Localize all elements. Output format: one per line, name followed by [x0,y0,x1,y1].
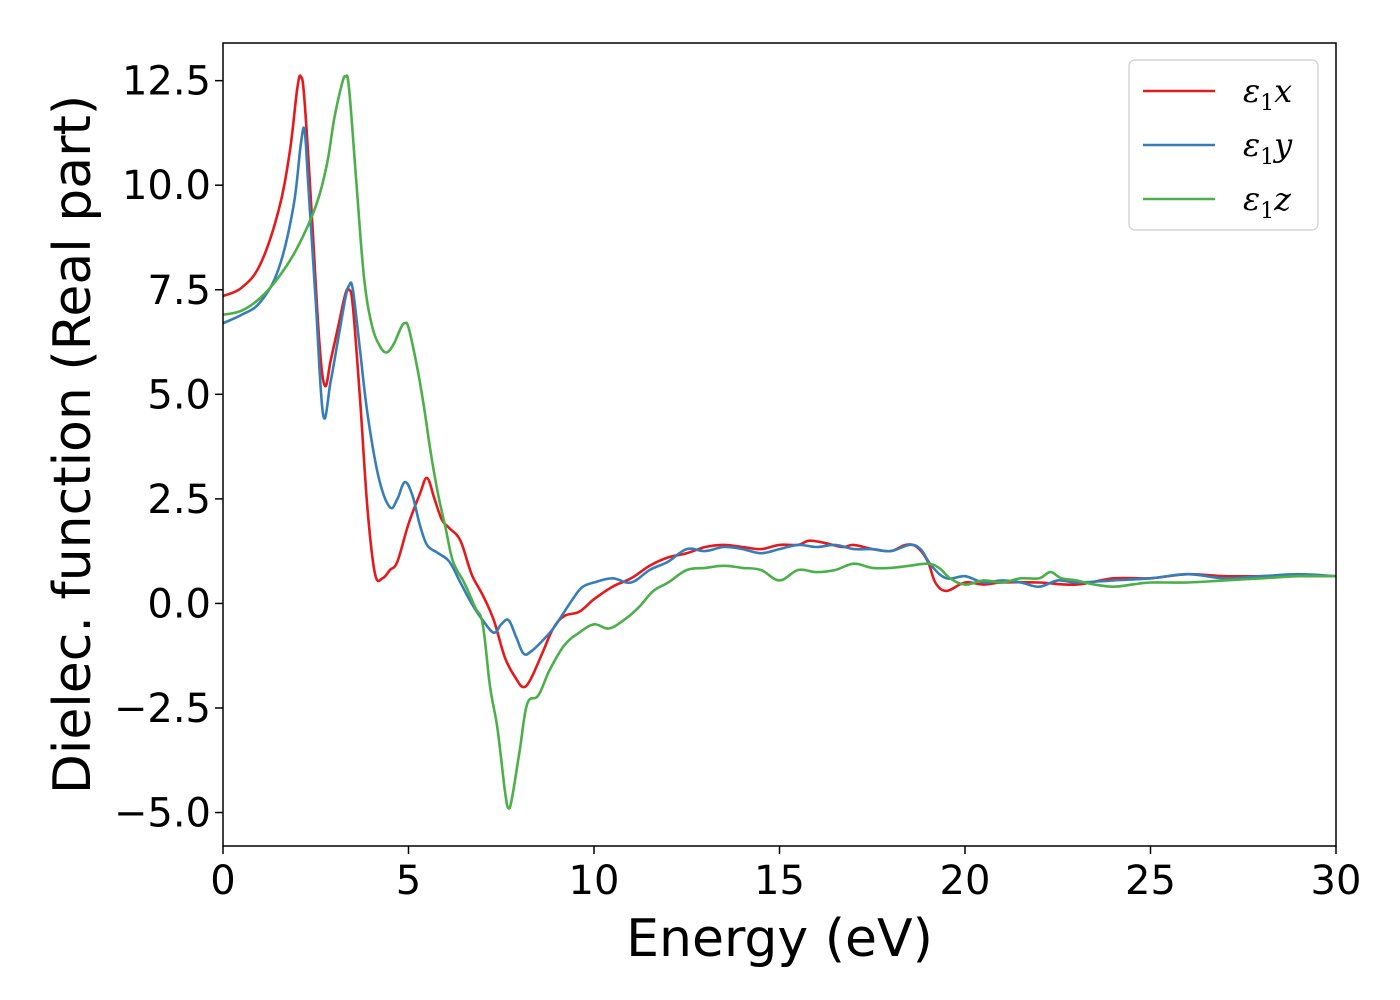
y-tick-label: 0.0 [147,581,211,627]
legend-label-1: ε1x [1243,72,1292,116]
y-tick-label: 10.0 [122,163,211,209]
legend-label-2: ε1y [1243,126,1293,170]
x-tick-label: 30 [1311,858,1362,904]
x-tick-label: 25 [1125,858,1176,904]
plot-lines [223,74,1336,810]
x-tick-label: 15 [754,858,805,904]
y-tick-label: −2.5 [114,686,211,732]
y-tick-label: 5.0 [147,372,211,418]
x-axis-label: Energy (eV) [626,909,933,969]
y-axis-ticks: −5.0 −2.5 0.0 2.5 5.0 7.5 10.0 12.5 [114,59,223,837]
legend-label-3: ε1z [1243,180,1292,224]
y-tick-label: −5.0 [114,791,211,837]
series-line-2 [223,126,1336,656]
legend-box [1128,59,1319,231]
x-axis-ticks: 0 5 10 15 20 25 30 [210,846,1361,904]
x-tick-label: 0 [210,858,235,904]
y-tick-label: 12.5 [122,59,211,105]
series-line-3 [223,74,1336,810]
x-tick-label: 10 [569,858,620,904]
series-line-1 [223,74,1336,689]
y-axis-label: Dielec. function (Real part) [43,95,103,794]
x-tick-label: 20 [940,858,991,904]
y-tick-label: 7.5 [147,268,211,314]
legend: ε1x ε1y ε1z [1128,59,1319,231]
y-tick-label: 2.5 [147,477,211,523]
x-tick-label: 5 [396,858,421,904]
